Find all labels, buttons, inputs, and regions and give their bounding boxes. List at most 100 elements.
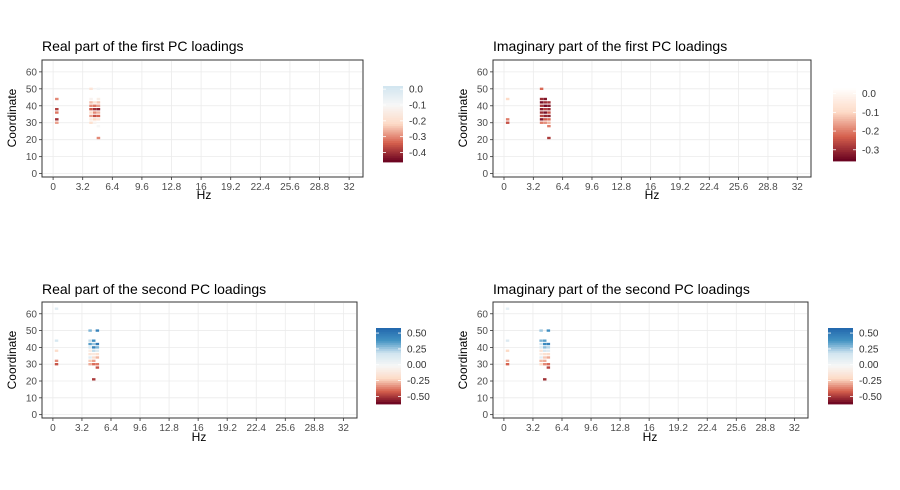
colorbar-segment [383,152,403,155]
colorbar-tick-label: -0.3 [409,132,427,143]
y-axis-label: Coordinate [5,330,19,389]
heatmap-cell [539,363,543,366]
heatmap-cell [92,378,96,381]
colorbar-segment [376,392,401,395]
colorbar-segment [376,331,401,335]
colorbar-segment [833,133,856,136]
heatmap-cell [543,111,547,114]
heatmap-cell [543,104,547,107]
heatmap-cell [539,107,544,111]
colorbar-segment [383,133,403,136]
heatmap-cell [88,352,92,356]
heatmap-cell [543,363,547,366]
colorbar-legend: 0.0 -0.1 -0.2 -0.3 -0.4 [383,85,427,163]
x-tick-label: 12.8 [610,423,630,434]
colorbar-segment [828,398,853,401]
colorbar-segment [833,135,856,138]
heatmap-cell [88,342,92,346]
heatmap-cell [539,346,543,349]
colorbar-segment [828,335,853,338]
heatmap-cell [505,97,510,101]
heatmap-cell [88,363,92,366]
colorbar-legend: 0.50 0.25 0.00 -0.25 -0.50 [376,328,430,405]
colorbar-segment [376,358,401,361]
heatmap-cell [505,359,510,363]
y-tick-label: 30 [26,118,38,129]
heatmap-cell [539,359,543,363]
heatmap-cell [54,363,59,366]
heatmap-cell [92,101,97,104]
heatmap-cell [543,356,547,359]
x-axis-label: Hz [643,430,658,444]
colorbar-segment [383,144,403,148]
colorbar-segment [376,339,401,342]
heatmap-cell [539,104,544,107]
colorbar-segment [383,141,403,144]
y-axis-label: Coordinate [456,88,470,147]
chart-marks-3: 0 3.2 6.4 9.6 12.8 16 19.2 22.4 25.6 28.8 32 0 10 20 3… [26,301,358,434]
x-tick-label: 0 [50,423,56,434]
colorbar-segment [376,371,401,374]
x-tick-label: 22.4 [251,182,271,193]
x-tick-label: 19.2 [217,423,237,434]
colorbar-segment [376,350,401,354]
colorbar-segment [383,139,403,142]
colorbar-segment [376,381,401,384]
colorbar-segment [376,398,401,401]
colorbar-segment [383,137,403,140]
colorbar-segment [383,125,403,129]
colorbar-segment [383,131,403,134]
colorbar-segment [833,140,856,144]
colorbar-segment [833,129,856,133]
colorbar-segment [833,97,856,100]
y-tick-label: 10 [26,393,38,404]
colorbar-segment [383,114,403,117]
colorbar-segment [383,120,403,123]
colorbar-tick-label: -0.50 [407,392,430,403]
colorbar-segment [828,388,853,392]
y-tick-label: 60 [477,309,489,320]
panel-imag-second-pc: Imaginary part of the second PC loadings… [456,281,809,444]
colorbar-segment [833,124,856,127]
colorbar-segment [383,160,403,163]
heatmap-cell [92,121,97,124]
colorbar-segment [828,373,853,376]
x-tick-label: 12.8 [159,423,179,434]
colorbar-segment [833,102,856,105]
heatmap-cell [505,349,510,352]
colorbar-segment [383,116,403,119]
colorbar-segment [376,348,401,352]
colorbar-segment [828,383,853,386]
colorbar-segment [828,390,853,393]
heatmap-cell [546,352,551,356]
y-tick-label: 50 [477,84,489,95]
colorbar-segment [833,155,856,158]
colorbar-segment [833,119,856,122]
colorbar-segment [383,135,403,138]
colorbar-segment [383,91,403,94]
y-tick-label: 10 [26,152,38,163]
colorbar-segment [383,124,403,127]
heatmap-cell [539,356,543,359]
colorbar-segment [828,345,853,348]
heatmap-cell [547,124,551,128]
colorbar-segment [833,111,856,114]
colorbar-segment [833,137,856,140]
y-tick-label: 40 [26,343,38,354]
colorbar-segment [376,385,401,388]
heatmap-cell [95,363,100,366]
colorbar-segment [376,400,401,403]
heatmap-cell [543,342,547,346]
heatmap-cell [543,378,547,381]
colorbar-segment [833,157,856,160]
colorbar-tick-label: 0.25 [859,344,879,355]
heatmap-cell [88,359,92,363]
colorbar-tick-label: -0.4 [409,148,427,159]
colorbar-segment [833,120,856,124]
heatmap-cell [95,366,100,369]
colorbar-segment [376,375,401,378]
heatmap-cell [88,346,92,349]
y-tick-label: 60 [26,67,38,78]
heatmap-cell [547,121,551,124]
